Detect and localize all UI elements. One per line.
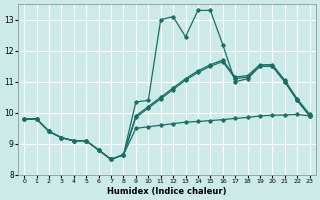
X-axis label: Humidex (Indice chaleur): Humidex (Indice chaleur) [107,187,227,196]
